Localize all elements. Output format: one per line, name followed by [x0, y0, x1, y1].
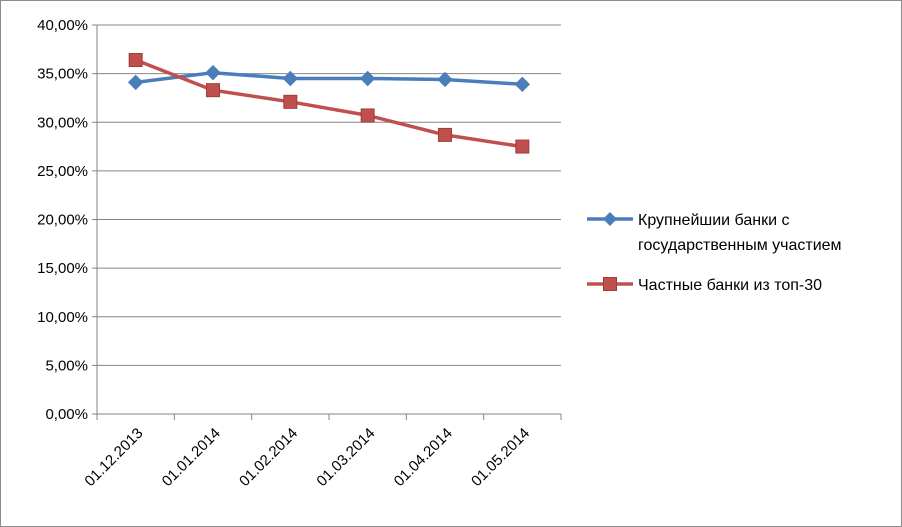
y-tick-label: 0,00% — [45, 406, 88, 423]
legend-label: Крупнейшии банки с — [638, 212, 789, 229]
y-tick-label: 15,00% — [37, 260, 88, 277]
legend-marker-1 — [603, 212, 617, 226]
series-point-1 — [282, 70, 299, 87]
legend-label: Частные банки из топ-30 — [638, 277, 822, 294]
legend-label: государственным участием — [638, 237, 842, 254]
x-tick-label: 01.05.2014 — [468, 425, 533, 490]
series-point-2 — [515, 139, 530, 154]
series-point-2 — [283, 94, 298, 109]
x-tick-label: 01.02.2014 — [236, 425, 301, 490]
series-line-2 — [133, 58, 525, 149]
series-point-1 — [127, 74, 144, 91]
series-point-2 — [206, 83, 220, 98]
series-point-1 — [437, 71, 453, 88]
x-tick-label: 01.12.2013 — [81, 425, 146, 490]
series-point-1 — [205, 64, 221, 81]
series-point-2 — [128, 53, 143, 68]
series-point-2 — [360, 108, 375, 123]
y-tick-label: 25,00% — [37, 163, 88, 180]
y-tick-label: 5,00% — [45, 357, 88, 374]
legend-marker-2 — [603, 277, 617, 291]
x-tick-label: 01.04.2014 — [391, 425, 456, 490]
y-tick-label: 10,00% — [37, 309, 88, 326]
series-point-1 — [359, 70, 376, 87]
series-point-1 — [514, 76, 531, 93]
series-point-2 — [438, 127, 452, 142]
y-tick-label: 20,00% — [37, 212, 88, 229]
x-tick-label: 01.01.2014 — [159, 425, 224, 490]
y-tick-label: 35,00% — [37, 66, 88, 83]
y-tick-label: 40,00% — [37, 17, 88, 34]
x-tick-label: 01.03.2014 — [313, 425, 378, 490]
series-line-1 — [133, 70, 525, 87]
y-tick-label: 30,00% — [37, 114, 88, 131]
